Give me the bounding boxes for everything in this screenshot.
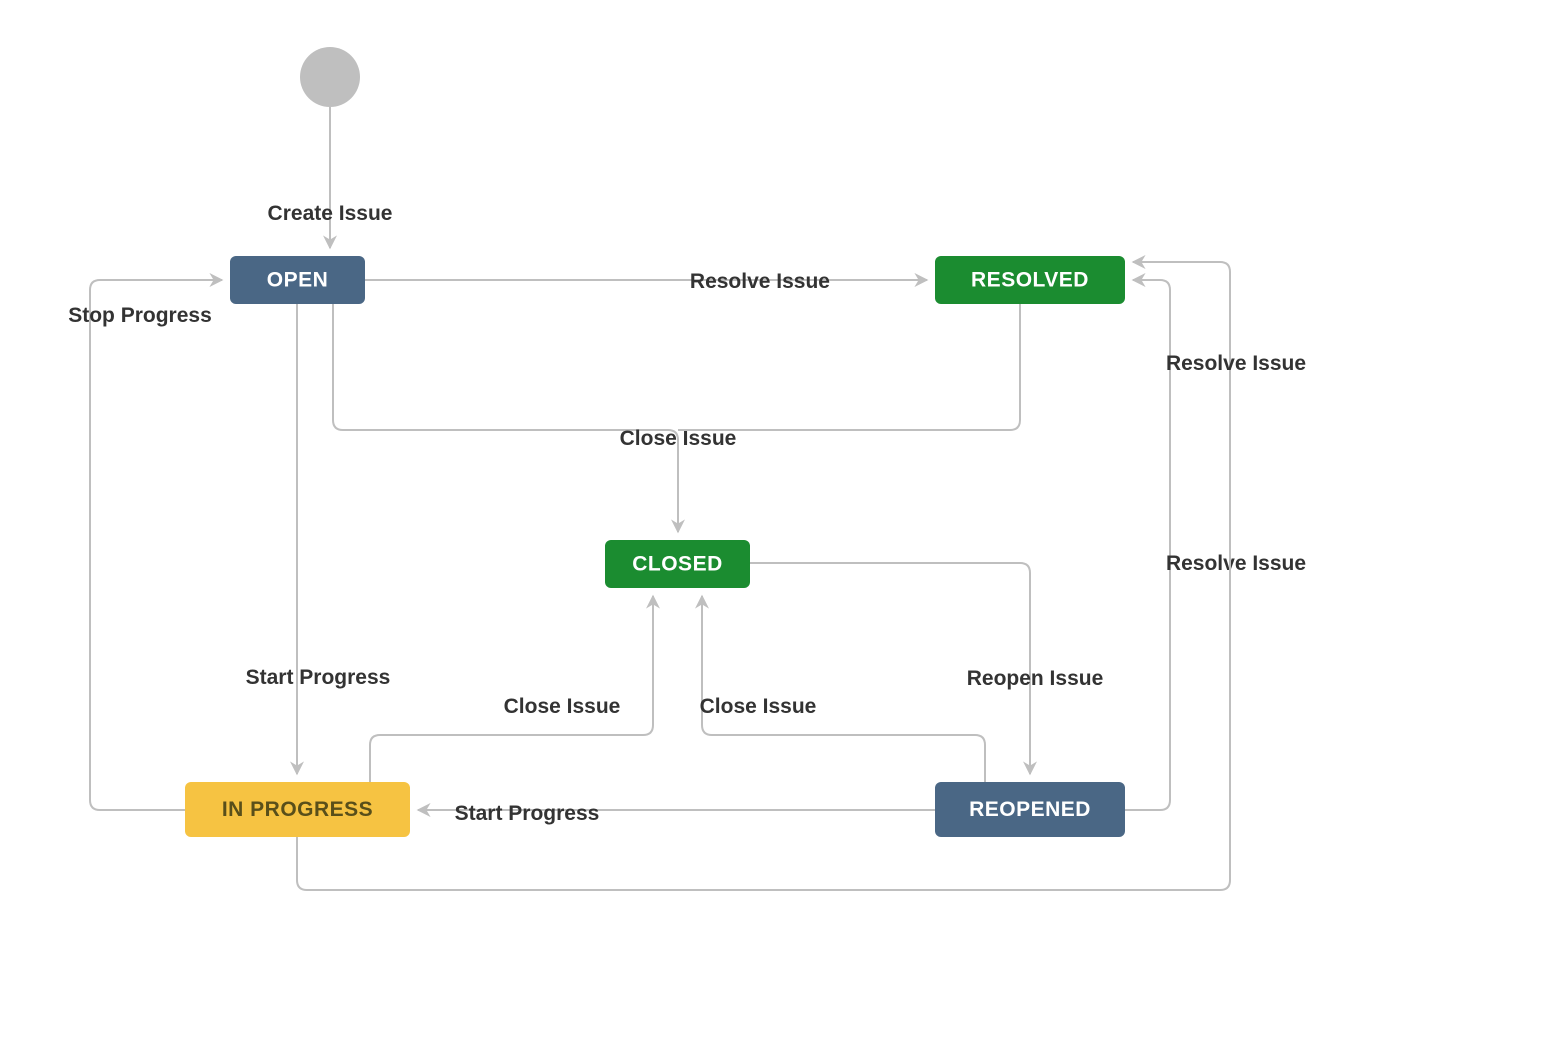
edge-label-inprogress-open: Stop Progress [68, 304, 212, 327]
edge-resolved-closed [678, 304, 1020, 430]
node-label-closed: CLOSED [632, 553, 723, 576]
edge-reopened-resolved [1125, 280, 1170, 810]
workflow-diagram: Create Issue Resolve Issue Close Issue Star… [0, 0, 1557, 1047]
node-label-open: OPEN [267, 269, 329, 292]
node-resolved: RESOLVED [935, 256, 1125, 304]
edge-label-open-inprogress: Start Progress [246, 666, 391, 689]
edge-label-inprogress-closed: Close Issue [504, 695, 621, 718]
node-label-resolved: RESOLVED [971, 269, 1089, 292]
edge-label-closed-reopened: Reopen Issue [967, 667, 1104, 690]
node-closed: CLOSED [605, 540, 750, 588]
edge-open-closed [333, 304, 678, 532]
edge-label-reopened-inprogress: Start Progress [455, 802, 600, 825]
node-label-inprogress: IN PROGRESS [222, 798, 373, 821]
node-label-reopened: REOPENED [969, 798, 1091, 821]
edge-reopened-closed [702, 596, 985, 782]
node-inprogress: IN PROGRESS [185, 782, 410, 837]
edge-label-create: Create Issue [268, 202, 393, 225]
node-open: OPEN [230, 256, 365, 304]
edge-label-reopened-closed: Close Issue [700, 695, 817, 718]
node-reopened: REOPENED [935, 782, 1125, 837]
edge-inprogress-open [90, 280, 222, 810]
edge-label-inprogress-resolved: Resolve Issue [1166, 352, 1306, 375]
edge-inprogress-closed [370, 596, 653, 782]
edge-label-open-resolved: Resolve Issue [690, 270, 830, 293]
start-node [300, 47, 360, 107]
edge-label-reopened-resolved: Resolve Issue [1166, 552, 1306, 575]
